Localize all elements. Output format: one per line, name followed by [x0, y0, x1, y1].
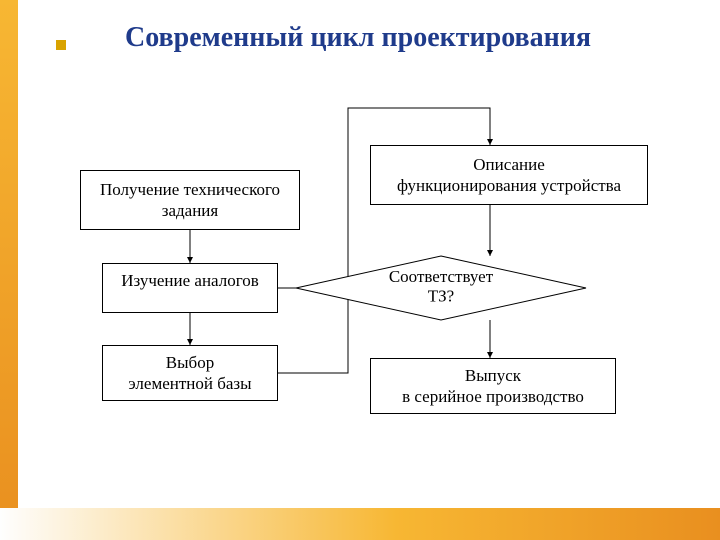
flow-node-text: Выбор: [166, 352, 214, 373]
flow-node-text: ТЗ?: [428, 287, 454, 306]
flow-node-tz: Получение техническогозадания: [80, 170, 300, 230]
flow-node-text: функционирования устройства: [397, 175, 621, 196]
flow-node-text: элементной базы: [128, 373, 251, 394]
flow-node-base: Выборэлементной базы: [102, 345, 278, 401]
flow-node-text: задания: [162, 200, 218, 221]
flow-node-release: Выпускв серийное производство: [370, 358, 616, 414]
flow-node-text: Описание: [473, 154, 545, 175]
slide: Современный цикл проектирования Соответс…: [0, 0, 720, 540]
flow-node-text: Изучение аналогов: [121, 270, 259, 291]
flow-node-text: в серийное производство: [402, 386, 584, 407]
title-bullet-icon: [56, 40, 66, 50]
flow-node-text: Получение технического: [100, 179, 280, 200]
flow-node-text: Соответствует: [389, 267, 494, 286]
bottom-accent-bar: [0, 508, 720, 540]
flow-node-desc: Описаниефункционирования устройства: [370, 145, 648, 205]
flow-node-text: Выпуск: [465, 365, 521, 386]
flow-node-check: [296, 256, 586, 320]
slide-title: Современный цикл проектирования: [125, 22, 591, 54]
side-accent-bar: [0, 0, 18, 540]
flow-node-analog: Изучение аналогов: [102, 263, 278, 313]
